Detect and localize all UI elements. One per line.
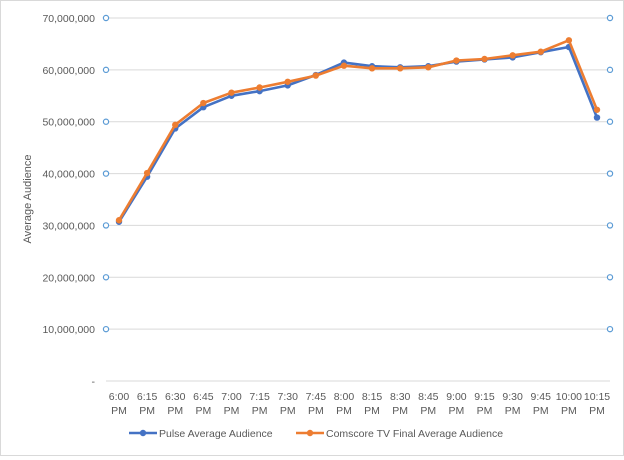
data-point xyxy=(537,48,544,55)
x-tick-label: 6:45 xyxy=(193,391,214,403)
right-axis-marker xyxy=(606,66,614,74)
data-point xyxy=(593,114,601,121)
x-tick-label: 8:00 xyxy=(334,391,355,403)
x-tick-label-suffix: PM xyxy=(308,405,324,417)
x-tick-label: 10:00 xyxy=(556,391,582,403)
x-tick-label-suffix: PM xyxy=(139,405,155,417)
y-axis: - 10,000,000 20,000,000 30,000,000 40,000,00… xyxy=(42,13,95,388)
y-tick-label: 50,000,000 xyxy=(42,117,95,129)
data-point xyxy=(453,57,460,64)
x-tick-label-suffix: PM xyxy=(561,405,577,417)
x-tick-label: 10:15 xyxy=(584,391,610,403)
data-point xyxy=(481,55,488,63)
data-point xyxy=(284,78,291,85)
left-axis-marker xyxy=(102,118,110,125)
series-pulse xyxy=(115,43,601,225)
x-tick-label: 8:45 xyxy=(418,391,439,403)
x-axis: 6:00 PM 6:15 PM 6:30 PM 6:45 PM 7:00 PM 7:15 PM 7:30… xyxy=(109,391,611,417)
y-tick-label: - xyxy=(92,376,96,388)
x-tick-label: 9:00 xyxy=(446,391,467,403)
x-tick-label: 9:30 xyxy=(502,391,523,403)
x-tick-label: 6:15 xyxy=(137,391,158,403)
left-axis-marker xyxy=(102,222,110,229)
x-tick-label: 8:30 xyxy=(390,391,411,403)
data-point xyxy=(115,217,123,224)
x-tick-label-suffix: PM xyxy=(364,405,380,417)
x-tick-label: 9:15 xyxy=(474,391,495,403)
x-tick-label: 8:15 xyxy=(362,391,383,403)
data-point xyxy=(368,65,376,72)
x-tick-label-suffix: PM xyxy=(589,405,605,417)
x-tick-label-suffix: PM xyxy=(392,405,408,417)
legend-label: Pulse Average Audience xyxy=(159,428,273,440)
x-tick-label: 7:00 xyxy=(221,391,242,403)
x-tick-label: 7:15 xyxy=(249,391,270,403)
left-axis-marker xyxy=(102,170,110,177)
left-axis-marker xyxy=(102,14,110,22)
data-point xyxy=(509,52,516,59)
x-tick-label-suffix: PM xyxy=(420,405,436,417)
left-axis-marker xyxy=(102,325,110,333)
legend-swatch-marker xyxy=(139,429,147,437)
data-point xyxy=(256,84,263,91)
left-axis-marker xyxy=(102,66,110,74)
x-tick-label-suffix: PM xyxy=(167,405,183,417)
x-tick-label-suffix: PM xyxy=(336,405,352,417)
right-axis-marker xyxy=(606,14,614,22)
data-point xyxy=(200,99,207,107)
legend-item: Pulse Average Audience xyxy=(129,428,273,440)
x-tick-label-suffix: PM xyxy=(449,405,465,417)
y-tick-label: 20,000,000 xyxy=(42,272,95,284)
data-point xyxy=(312,72,320,79)
data-point xyxy=(143,169,151,177)
legend-swatch-marker xyxy=(306,429,314,437)
x-tick-label-suffix: PM xyxy=(533,405,549,417)
secondary-axis-markers xyxy=(102,14,614,333)
x-tick-label: 7:30 xyxy=(277,391,298,403)
legend-item: Comscore TV Final Average Audience xyxy=(296,428,503,440)
series-line xyxy=(117,38,599,221)
right-axis-marker xyxy=(606,222,614,229)
data-point xyxy=(565,37,573,44)
data-point xyxy=(425,64,432,71)
x-tick-label-suffix: PM xyxy=(195,405,211,417)
data-point xyxy=(396,65,404,72)
right-axis-marker xyxy=(606,118,614,125)
gridlines xyxy=(106,17,610,382)
series-line xyxy=(117,45,599,223)
legend: Pulse Average Audience Comscore TV Final … xyxy=(129,428,503,440)
series-comscore xyxy=(115,37,601,224)
data-point xyxy=(172,121,179,129)
legend-label: Comscore TV Final Average Audience xyxy=(326,428,503,440)
data-point xyxy=(340,62,348,69)
data-point xyxy=(228,89,235,96)
x-tick-label: 9:45 xyxy=(531,391,552,403)
x-tick-label-suffix: PM xyxy=(111,405,127,417)
y-tick-label: 60,000,000 xyxy=(42,65,95,77)
data-point xyxy=(593,106,601,113)
y-tick-label: 40,000,000 xyxy=(42,169,95,181)
x-tick-label-suffix: PM xyxy=(252,405,268,417)
y-tick-label: 10,000,000 xyxy=(42,324,95,336)
right-axis-marker xyxy=(606,274,614,281)
right-axis-marker xyxy=(606,325,614,333)
y-tick-label: 30,000,000 xyxy=(42,220,95,232)
y-tick-label: 70,000,000 xyxy=(42,13,95,25)
x-tick-label: 7:45 xyxy=(306,391,327,403)
x-tick-label-suffix: PM xyxy=(505,405,521,417)
y-axis-title: Average Audience xyxy=(22,154,34,243)
x-tick-label-suffix: PM xyxy=(280,405,296,417)
left-axis-marker xyxy=(102,274,110,281)
series-layer xyxy=(115,37,601,225)
x-tick-label: 6:00 xyxy=(109,391,130,403)
x-tick-label-suffix: PM xyxy=(224,405,240,417)
x-tick-label-suffix: PM xyxy=(477,405,493,417)
right-axis-marker xyxy=(606,170,614,177)
x-tick-label: 6:30 xyxy=(165,391,186,403)
